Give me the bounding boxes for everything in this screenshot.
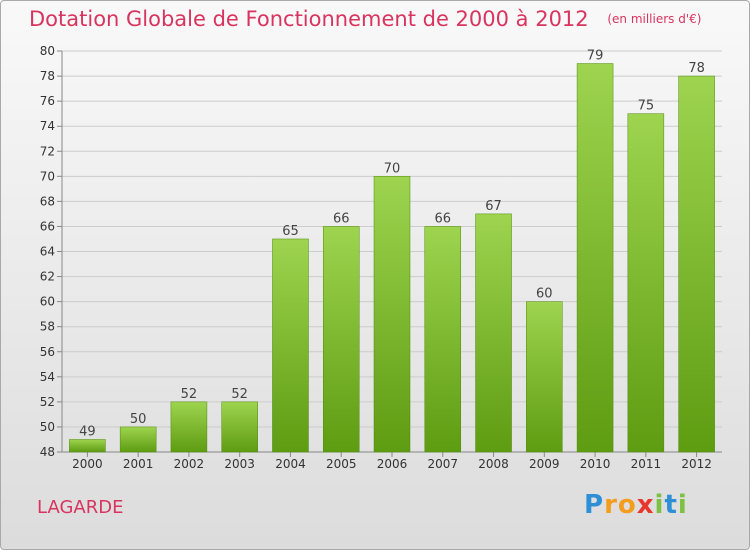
y-tick-label: 64 [40,245,55,259]
x-tick-label: 2000 [72,457,103,471]
bar [627,113,665,453]
data-label: 75 [638,99,655,114]
data-label: 49 [79,424,96,439]
data-label: 50 [130,412,147,427]
x-tick-label: 2006 [377,457,408,471]
y-tick-label: 66 [40,219,55,233]
logo-letter: i [677,490,688,520]
commune-name: LAGARDE [37,497,124,518]
bar [119,426,157,453]
data-label: 52 [181,387,198,402]
y-tick-label: 50 [40,420,55,434]
bar [576,63,614,453]
logo-letter: r [604,490,618,520]
chart-title-text: Dotation Globale de Fonctionnement de 20… [29,7,589,31]
data-label: 79 [587,49,604,64]
y-tick-label: 68 [40,194,55,208]
y-tick-label: 56 [40,345,55,359]
y-tick-label: 70 [40,169,55,183]
x-tick-label: 2007 [427,457,458,471]
y-tick-label: 72 [40,144,55,158]
bar [170,401,208,453]
x-tick-label: 2009 [529,457,560,471]
data-label: 65 [282,224,299,239]
logo-letter: P [584,490,605,520]
x-tick-label: 2011 [631,457,662,471]
data-label: 52 [231,387,248,402]
x-tick-label: 2003 [224,457,255,471]
logo-letter: x [636,490,655,520]
bar [526,301,563,453]
bar [373,176,411,453]
x-tick-label: 2010 [580,457,611,471]
logo-letter: i [654,490,665,520]
bar [221,401,258,453]
chart-title: Dotation Globale de Fonctionnement de 20… [29,7,701,31]
bar [69,439,106,453]
bar [475,213,512,453]
labels: 48 50 52 54 56 58 60 62 64 66 68 70 72 74 76 78 80 2000 49… [40,44,712,471]
bar [424,226,462,453]
y-tick-label: 60 [40,295,55,309]
bar [678,75,715,453]
y-tick-label: 54 [40,370,55,384]
x-tick-label: 2008 [478,457,509,471]
data-label: 60 [536,287,553,302]
chart-subtitle: (en milliers d'€) [607,12,702,26]
data-label: 78 [688,61,705,76]
bars [69,63,715,453]
y-tick-label: 74 [40,119,55,133]
y-tick-label: 62 [40,270,55,284]
logo-letter: o [617,490,637,520]
bar [272,238,309,453]
proxiti-logo: Proxiti [584,490,688,520]
x-tick-label: 2002 [174,457,205,471]
x-tick-label: 2001 [123,457,154,471]
y-tick-label: 48 [40,445,55,459]
data-label: 66 [434,211,451,226]
y-tick-label: 58 [40,320,55,334]
y-tick-label: 52 [40,395,55,409]
y-tick-label: 76 [40,94,55,108]
y-tick-label: 78 [40,69,55,83]
data-label: 67 [485,199,502,214]
x-tick-label: 2004 [275,457,306,471]
bar [322,226,360,453]
data-label: 70 [384,161,401,176]
y-tick-label: 80 [40,44,55,58]
logo-letter: t [664,490,678,520]
x-tick-label: 2012 [681,457,712,471]
data-label: 66 [333,211,350,226]
x-tick-label: 2005 [326,457,357,471]
